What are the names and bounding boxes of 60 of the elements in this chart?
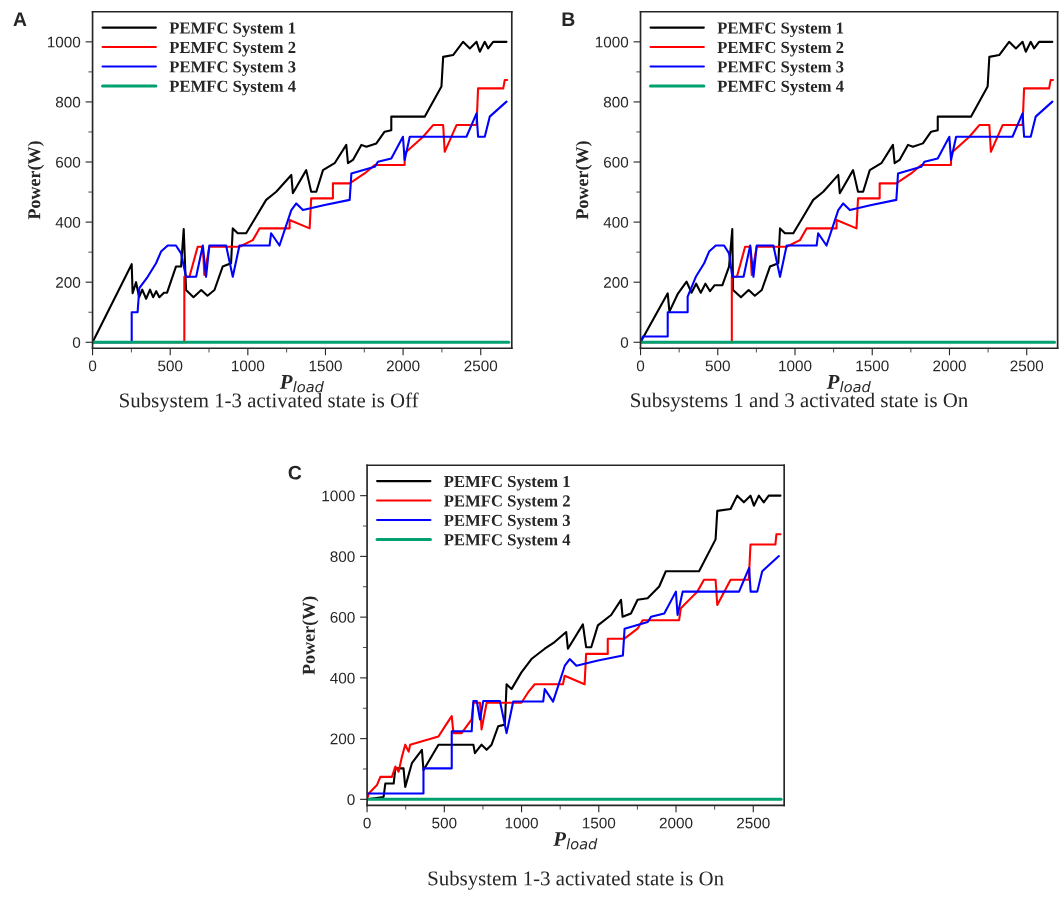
- chart-title: B: [562, 12, 575, 26]
- legend-label: PEMFC System 2: [444, 495, 570, 510]
- x-tick-label: 1000: [505, 817, 538, 829]
- y-tick-label: 800: [330, 551, 355, 563]
- legend-label: PEMFC System 2: [717, 41, 844, 57]
- x-tick-label: 0: [363, 817, 371, 829]
- x-tick-label: 1500: [856, 360, 889, 372]
- y-tick-label: 600: [604, 156, 629, 168]
- x-tick-label: 1500: [309, 360, 342, 372]
- x-tick-label: 0: [88, 360, 97, 372]
- y-axis-title: Power(W): [575, 141, 592, 220]
- y-tick-label: 0: [347, 794, 355, 806]
- x-tick-label: 1000: [779, 360, 812, 372]
- y-axis-title: Power(W): [302, 596, 319, 675]
- y-tick-label: 800: [603, 96, 629, 108]
- legend-label: PEMFC System 2: [169, 41, 296, 57]
- y-tick-label: 200: [604, 277, 629, 288]
- x-tick-label: 1000: [232, 360, 265, 372]
- x-axis-title: P$_{load}$: [279, 375, 324, 393]
- x-tick-label: 2000: [659, 817, 693, 829]
- x-tick-label: 500: [432, 817, 457, 829]
- y-tick-label: 0: [620, 337, 629, 348]
- y-tick-label: 400: [603, 216, 629, 228]
- y-tick-label: 1000: [595, 36, 629, 48]
- legend-label: PEMFC System 1: [444, 475, 570, 491]
- x-tick-label: 2500: [737, 817, 770, 829]
- y-tick-label: 400: [55, 216, 81, 228]
- legend-label: PEMFC System 4: [717, 80, 844, 96]
- legend-label: PEMFC System 3: [444, 514, 571, 530]
- text: Subsystem 1-3 activated state is On: [428, 870, 724, 890]
- y-axis-title: Power(W): [27, 141, 44, 220]
- x-tick-label: 2000: [386, 360, 420, 372]
- x-axis-title: P$_{load}$: [826, 375, 871, 393]
- chart-title: C: [288, 465, 302, 480]
- x-tick-label: 500: [705, 360, 730, 372]
- x-tick-label: 500: [158, 360, 183, 372]
- text: Subsystems 1 and 3 activated state is On: [631, 392, 968, 412]
- legend-label: PEMFC System 4: [444, 534, 571, 549]
- legend-label: PEMFC System 3: [169, 61, 296, 76]
- legend-label: PEMFC System 1: [717, 22, 844, 38]
- y-tick-label: 200: [56, 277, 81, 288]
- y-tick-label: 800: [55, 96, 81, 108]
- y-tick-label: 200: [330, 733, 355, 745]
- text: Subsystem 1-3 activated state is Off: [120, 392, 419, 412]
- y-tick-label: 600: [330, 612, 355, 623]
- x-tick-label: 2500: [1010, 360, 1044, 372]
- x-tick-label: 2500: [464, 360, 498, 372]
- x-tick-label: 0: [636, 360, 645, 372]
- y-tick-label: 1000: [47, 36, 81, 48]
- y-tick-label: 0: [72, 337, 81, 348]
- legend-label: PEMFC System 1: [169, 22, 296, 38]
- x-axis-title: P$_{load}$: [553, 832, 598, 850]
- y-tick-label: 1000: [322, 490, 355, 502]
- legend-label: PEMFC System 4: [169, 80, 296, 96]
- chart-title: A: [13, 12, 27, 26]
- y-tick-label: 600: [56, 156, 81, 168]
- x-tick-label: 1500: [582, 817, 616, 829]
- legend-label: PEMFC System 3: [717, 61, 844, 76]
- x-tick-label: 2000: [933, 360, 966, 372]
- y-tick-label: 400: [330, 672, 355, 684]
